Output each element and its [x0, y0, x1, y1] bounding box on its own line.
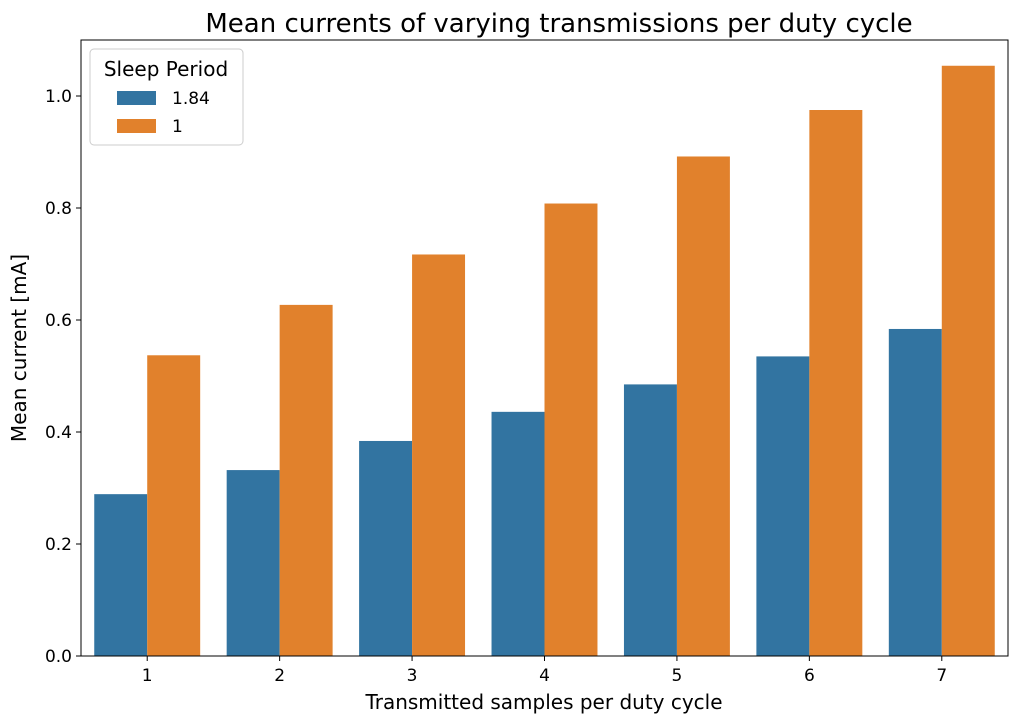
y-tick-label: 1.0: [45, 87, 72, 107]
bar-series-0-7: [888, 328, 942, 656]
x-tick-label: 7: [936, 666, 947, 686]
x-axis-label: Transmitted samples per duty cycle: [364, 690, 722, 714]
x-tick-label: 1: [142, 666, 153, 686]
y-tick-label: 0.0: [45, 647, 72, 667]
x-tick-label: 2: [274, 666, 285, 686]
bar-series-1-3: [412, 254, 466, 657]
x-tick-label: 5: [672, 666, 683, 686]
legend-swatch: [117, 119, 156, 133]
x-tick-label: 6: [804, 666, 815, 686]
bar-series-0-3: [359, 440, 413, 656]
bars-group: [94, 65, 995, 657]
y-axis-label: Mean current [mA]: [7, 254, 31, 442]
legend-entry-label: 1: [172, 117, 183, 137]
legend-entry-label: 1.84: [172, 89, 210, 109]
bar-series-0-5: [623, 384, 677, 656]
y-tick-label: 0.6: [45, 311, 72, 331]
bar-series-1-5: [676, 156, 730, 657]
bar-series-1-6: [809, 110, 863, 656]
y-axis: 0.0 0.2 0.4 0.6 0.8 1.0: [45, 87, 81, 667]
legend: Sleep Period 1.84 1: [89, 48, 244, 146]
legend-title: Sleep Period: [104, 57, 228, 81]
bar-series-0-2: [226, 470, 280, 656]
y-tick-label: 0.8: [45, 199, 72, 219]
x-tick-label: 4: [539, 666, 550, 686]
bar-series-1-4: [544, 203, 598, 656]
bar-series-1-2: [279, 304, 333, 656]
bar-series-1-1: [147, 355, 201, 656]
bar-series-0-6: [756, 356, 810, 656]
y-tick-label: 0.4: [45, 423, 72, 443]
bar-series-1-7: [941, 65, 995, 656]
legend-swatch: [117, 91, 156, 105]
bar-series-0-1: [94, 494, 148, 656]
y-tick-label: 0.2: [45, 535, 72, 555]
x-tick-label: 3: [407, 666, 418, 686]
bar-series-0-4: [491, 411, 545, 656]
plot-frame: [80, 39, 1009, 657]
x-axis: 1 2 3 4 5 6 7: [142, 656, 947, 686]
chart-title: Mean currents of varying transmissions p…: [205, 9, 912, 39]
